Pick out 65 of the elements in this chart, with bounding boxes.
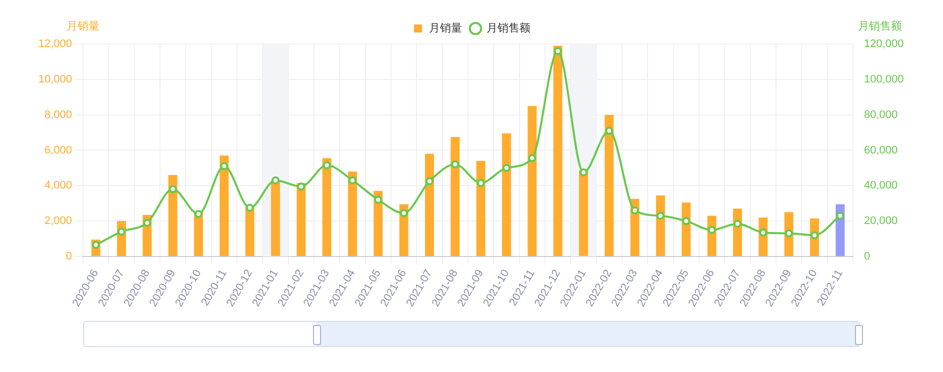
y2-tick-label: 20,000 <box>864 215 898 228</box>
y2-tick-label: 0 <box>864 250 870 262</box>
point <box>836 212 844 220</box>
point <box>322 161 331 170</box>
y-tick-label: 0 <box>66 250 72 262</box>
bar <box>374 190 383 256</box>
bar <box>220 156 229 256</box>
bar <box>553 46 562 256</box>
bar <box>245 206 254 256</box>
point <box>297 182 306 191</box>
point <box>272 176 280 184</box>
y-tick-label: 10,000 <box>38 73 72 86</box>
y-tick-label: 8,000 <box>44 108 72 121</box>
point <box>118 228 126 236</box>
point <box>220 162 228 170</box>
point <box>168 185 177 194</box>
point <box>502 164 510 172</box>
bar <box>579 170 588 256</box>
point <box>810 231 818 240</box>
y2-tick-label: 40,000 <box>864 180 898 192</box>
legend-label: 月销量 <box>429 22 462 35</box>
point <box>143 218 152 227</box>
point <box>451 160 460 168</box>
point <box>528 154 536 162</box>
point <box>400 209 408 218</box>
point <box>194 210 202 218</box>
bar <box>271 180 280 256</box>
point <box>656 212 664 220</box>
point <box>682 217 690 226</box>
bar <box>450 136 460 256</box>
y-tick-label: 2,000 <box>44 215 72 228</box>
point <box>605 126 614 135</box>
y2-tick-label: 120,000 <box>864 38 904 50</box>
bar <box>168 175 178 256</box>
point <box>374 196 382 204</box>
bar <box>476 160 486 256</box>
point <box>476 178 485 187</box>
bar <box>296 182 306 256</box>
y-tick-label: 12,000 <box>38 38 72 50</box>
bar <box>425 154 434 256</box>
bar <box>322 158 332 256</box>
bar <box>194 212 203 256</box>
point <box>759 228 768 237</box>
y2-tick-label: 100,000 <box>864 73 904 86</box>
point <box>348 176 356 184</box>
bar <box>656 195 665 256</box>
point <box>784 229 793 238</box>
bar <box>348 171 357 256</box>
y2-axis-title: 月销售额 <box>858 19 902 32</box>
point <box>246 204 254 212</box>
point <box>708 226 716 234</box>
bar <box>604 114 614 256</box>
y2-tick-label: 60,000 <box>864 144 898 156</box>
point <box>426 177 434 186</box>
y-tick-label: 4,000 <box>44 180 72 192</box>
y-axis-title: 月销量 <box>66 19 100 32</box>
bar <box>502 133 511 256</box>
bar <box>528 106 537 256</box>
y2-tick-label: 80,000 <box>864 108 898 121</box>
point <box>630 206 639 214</box>
point <box>734 220 742 228</box>
point <box>580 168 588 176</box>
y-tick-label: 6,000 <box>44 144 72 156</box>
legend-label: 月销售额 <box>486 22 530 35</box>
point <box>554 47 562 56</box>
